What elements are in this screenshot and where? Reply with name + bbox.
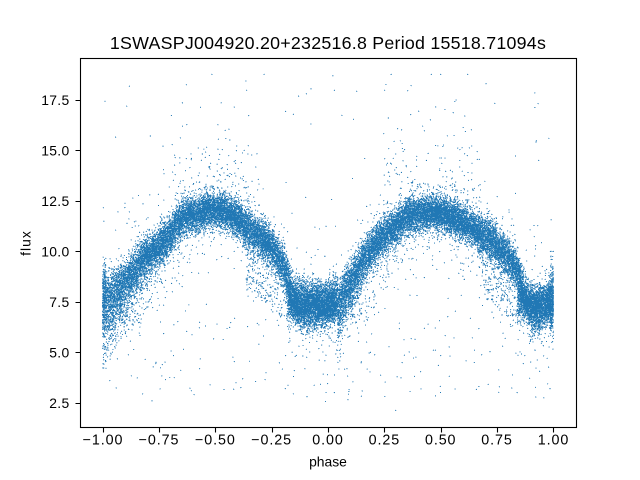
svg-text:2.5: 2.5 xyxy=(49,395,69,411)
svg-text:15.0: 15.0 xyxy=(41,142,69,158)
svg-text:5.0: 5.0 xyxy=(49,344,69,360)
svg-text:1SWASPJ004920.20+232516.8 Peri: 1SWASPJ004920.20+232516.8 Period 15518.7… xyxy=(110,33,546,53)
svg-text:−1.00: −1.00 xyxy=(83,433,124,449)
svg-text:0.25: 0.25 xyxy=(369,433,400,449)
svg-text:17.5: 17.5 xyxy=(41,92,69,108)
svg-text:0.50: 0.50 xyxy=(425,433,456,449)
svg-text:7.5: 7.5 xyxy=(49,294,69,310)
svg-text:1.00: 1.00 xyxy=(538,433,569,449)
svg-text:0.00: 0.00 xyxy=(312,433,343,449)
svg-text:−0.25: −0.25 xyxy=(251,433,292,449)
svg-text:10.0: 10.0 xyxy=(41,243,69,259)
svg-text:phase: phase xyxy=(309,454,347,470)
svg-text:−0.50: −0.50 xyxy=(195,433,236,449)
svg-text:0.75: 0.75 xyxy=(481,433,512,449)
svg-text:12.5: 12.5 xyxy=(41,193,69,209)
svg-text:flux: flux xyxy=(18,230,34,256)
svg-text:−0.75: −0.75 xyxy=(139,433,180,449)
